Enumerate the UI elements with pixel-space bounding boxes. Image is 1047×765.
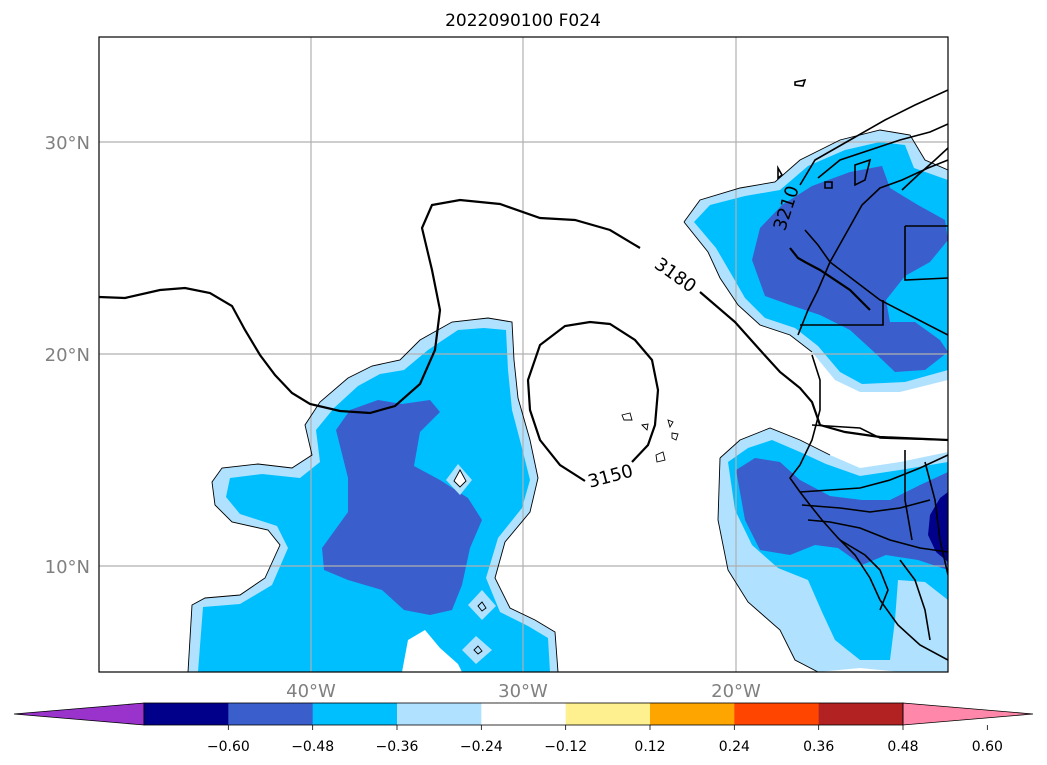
height-contours bbox=[99, 198, 948, 482]
lon-label-20w: 20°W bbox=[711, 681, 761, 702]
colorbar-cells bbox=[13, 702, 1034, 726]
contour-3180-b bbox=[699, 291, 948, 442]
colorbar-label: 0.36 bbox=[803, 739, 834, 755]
latitude-labels: 30°N 20°N 10°N bbox=[45, 133, 90, 578]
colorbar-label: −0.60 bbox=[207, 739, 250, 755]
colorbar-label: −0.12 bbox=[544, 739, 587, 755]
lat-label-30n: 30°N bbox=[45, 133, 90, 154]
anomaly-region-northeast bbox=[684, 130, 948, 392]
anomaly-west-royal bbox=[322, 400, 482, 615]
colorbar-cell bbox=[228, 703, 314, 725]
colorbar-labels: −0.60 −0.48 −0.36 −0.24 −0.12 0.12 0.24 0.36 0.4… bbox=[207, 739, 1003, 755]
colorbar-label: −0.24 bbox=[460, 739, 503, 755]
colorbar-ticks bbox=[227, 725, 988, 730]
colorbar-extend-low bbox=[13, 702, 145, 726]
colorbar-cell bbox=[397, 703, 482, 725]
contour-3210 bbox=[789, 247, 871, 311]
lat-label-20n: 20°N bbox=[45, 345, 90, 366]
colorbar-extend-high bbox=[902, 702, 1034, 726]
lon-label-40w: 40°W bbox=[286, 681, 336, 702]
lat-label-10n: 10°N bbox=[45, 557, 90, 578]
colorbar-label: −0.48 bbox=[291, 739, 334, 755]
colorbar-cell bbox=[734, 703, 820, 725]
colorbar-cell bbox=[144, 703, 229, 725]
contour-3180 bbox=[99, 198, 641, 415]
colorbar-cell bbox=[565, 703, 651, 725]
anomaly-ne-royal bbox=[752, 166, 948, 372]
colorbar-frame bbox=[143, 702, 904, 726]
anomaly-region-west bbox=[188, 318, 558, 672]
gridlines bbox=[99, 37, 948, 672]
colorbar-label: 0.24 bbox=[719, 739, 750, 755]
colorbar-label: −0.36 bbox=[376, 739, 419, 755]
anomaly-outlines bbox=[187, 129, 948, 672]
lon-label-30w: 30°W bbox=[498, 681, 548, 702]
plot-area: 3150 3180 3210 bbox=[99, 37, 948, 672]
map-title: 2022090100 F024 bbox=[445, 11, 601, 31]
colorbar-cell bbox=[312, 703, 398, 725]
longitude-labels: 40°W 30°W 20°W bbox=[286, 681, 761, 702]
colorbar-label: 0.12 bbox=[634, 739, 665, 755]
colorbar-label: 0.48 bbox=[887, 739, 918, 755]
colorbar-cell bbox=[481, 703, 567, 725]
colorbar-cell bbox=[650, 703, 735, 725]
plot-frame bbox=[98, 36, 949, 673]
colorbar: −0.60 −0.48 −0.36 −0.24 −0.12 0.12 0.24 0.36 0.4… bbox=[13, 702, 1034, 755]
colorbar-cell bbox=[818, 703, 904, 725]
contour-3150 bbox=[526, 320, 660, 482]
colorbar-label: 0.60 bbox=[972, 739, 1003, 755]
